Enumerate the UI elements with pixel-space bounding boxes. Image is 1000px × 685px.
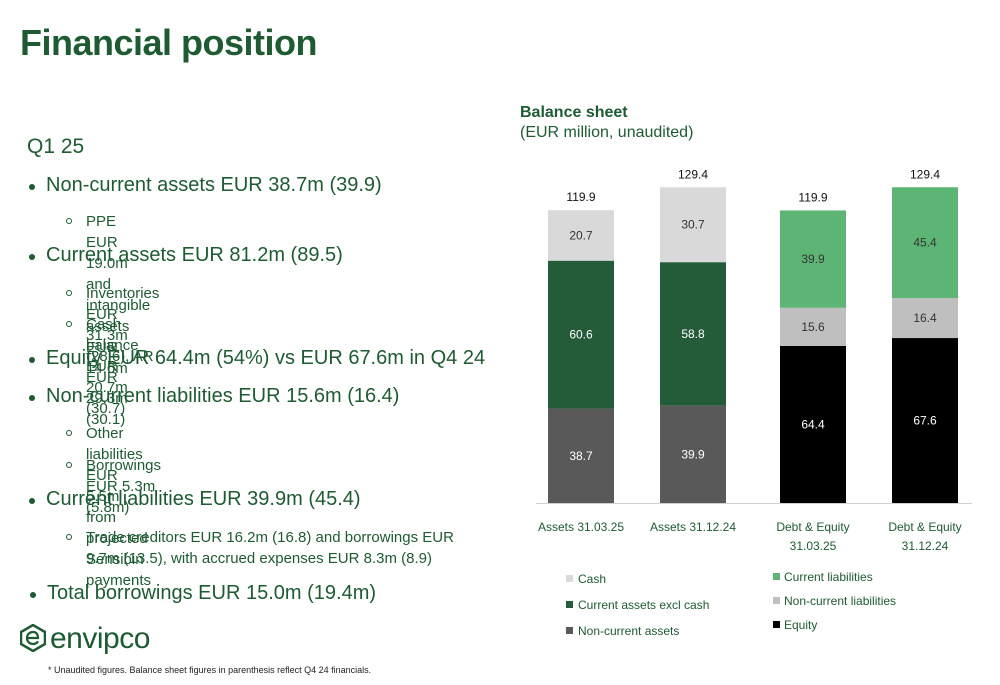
bullet-icon — [29, 254, 35, 260]
bullet-icon — [29, 357, 35, 363]
bar-value-label: 67.6 — [913, 414, 937, 428]
bar-total-label: 129.4 — [910, 167, 940, 181]
bullet-icon — [29, 395, 35, 401]
legend-label: Non-current liabilities — [784, 594, 896, 608]
bullet-item: Current assets EUR 81.2m (89.5) — [29, 244, 343, 267]
legend-label: Current liabilities — [784, 570, 873, 584]
bar-value-label: 60.6 — [569, 328, 593, 342]
bullet-item: Current liabilities EUR 39.9m (45.4) — [29, 488, 361, 511]
bar-value-label: 16.4 — [913, 311, 937, 325]
sub-bullet-item: Trade creditors EUR 16.2m (16.8) and bor… — [66, 527, 486, 569]
bar-total-label: 119.9 — [798, 190, 827, 204]
sub-bullet-item: PPE EUR 19.0m and intangible assets EUR … — [66, 211, 151, 379]
bullet-item: Equity EUR 64.4m (54%) vs EUR 67.6m in Q… — [29, 347, 486, 370]
bullet-item: Total borrowings EUR 15.0m (19.4m) — [30, 582, 377, 605]
sub-bullet-icon — [66, 321, 72, 327]
bullet-text: Total borrowings EUR 15.0m (19.4m) — [47, 582, 377, 604]
bar-value-label: 45.4 — [913, 236, 937, 250]
category-label: 31.12.24 — [902, 539, 949, 553]
sub-bullet-item: Cash balance EUR 20.7m (30.7) — [66, 314, 139, 419]
legend-label: Equity — [784, 618, 817, 632]
bar-total-label: 129.4 — [678, 167, 708, 181]
category-label: Assets 31.03.25 — [538, 520, 624, 534]
sub-bullet-item: Inventories EUR 31.3m (28.6), AR EUR 29.… — [66, 283, 160, 430]
bar-segment — [780, 345, 846, 503]
bullet-text: Non-current assets EUR 38.7m (39.9) — [46, 174, 382, 196]
bar-value-label: 58.8 — [681, 327, 705, 341]
footnote: * Unaudited figures. Balance sheet figur… — [48, 665, 372, 675]
sub-bullet-text: Inventories EUR 31.3m (28.6), AR EUR 29.… — [86, 285, 160, 428]
bar-value-label: 15.6 — [801, 320, 825, 334]
sub-bullet-text: PPE EUR 19.0m and intangible assets EUR … — [86, 213, 151, 377]
bar-segment — [780, 307, 846, 346]
legend-swatch — [773, 621, 780, 628]
bar-segment — [892, 187, 958, 299]
bullet-icon — [30, 592, 36, 598]
bar-segment — [780, 210, 846, 308]
bar-segment — [660, 405, 726, 503]
legend-swatch — [566, 601, 573, 608]
bar-value-label: 30.7 — [681, 218, 705, 232]
bar-segment — [548, 260, 614, 409]
legend-label: Cash — [578, 572, 606, 586]
bar-value-label: 39.9 — [681, 447, 705, 461]
bar-segment — [548, 408, 614, 503]
page-title: Financial position — [20, 22, 318, 63]
sub-bullet-icon — [66, 462, 72, 468]
legend-swatch — [566, 575, 573, 582]
bullet-item: Non-current assets EUR 38.7m (39.9) — [29, 174, 382, 197]
bullet-icon — [29, 184, 35, 190]
sub-bullet-item: Other liabilities EUR 5.5m from projecte… — [66, 423, 152, 591]
chart-title: Balance sheet — [520, 104, 628, 121]
sub-bullet-icon — [66, 290, 72, 296]
legend-label: Current assets excl cash — [578, 598, 709, 612]
bar-segment — [892, 298, 958, 339]
sub-bullet-item: Borrowings EUR 5.3m (5.8m) — [66, 455, 162, 518]
bullet-text: Current assets EUR 81.2m (89.5) — [46, 244, 343, 266]
envipco-logo-icon — [20, 624, 46, 652]
bullet-text: Current liabilities EUR 39.9m (45.4) — [46, 488, 361, 510]
legend-swatch — [773, 597, 780, 604]
bullet-text: Equity EUR 64.4m (54%) vs EUR 67.6m in Q… — [46, 347, 486, 369]
category-label: Assets 31.12.24 — [650, 520, 736, 534]
sub-bullet-text: Cash balance EUR 20.7m (30.7) — [86, 316, 139, 417]
chart-subtitle: (EUR million, unaudited) — [520, 124, 694, 141]
category-label: Debt & Equity — [888, 520, 961, 534]
bar-segment — [892, 338, 958, 503]
period-heading: Q1 25 — [27, 135, 85, 158]
bullet-item: Non-current liabilities EUR 15.6m (16.4) — [29, 385, 400, 408]
logo-text: envipco — [50, 622, 150, 655]
bar-value-label: 64.4 — [801, 417, 825, 431]
category-label: 31.03.25 — [790, 539, 837, 553]
bullet-icon — [29, 498, 35, 504]
bar-value-label: 20.7 — [569, 228, 593, 242]
legend-label: Non-current assets — [578, 624, 679, 638]
bar-segment — [548, 210, 614, 261]
bar-segment — [660, 262, 726, 406]
sub-bullet-icon — [66, 430, 72, 436]
sub-bullet-text: Other liabilities EUR 5.5m from projecte… — [86, 425, 152, 589]
legend-swatch — [773, 573, 780, 580]
bar-total-label: 119.9 — [566, 190, 595, 204]
bar-value-label: 38.7 — [569, 449, 593, 463]
sub-bullet-text: Borrowings EUR 5.3m (5.8m) — [86, 457, 162, 516]
category-label: Debt & Equity — [776, 520, 849, 534]
bullet-text: Non-current liabilities EUR 15.6m (16.4) — [46, 385, 400, 407]
legend-swatch — [566, 627, 573, 634]
sub-bullet-icon — [66, 218, 72, 224]
sub-bullet-icon — [66, 534, 72, 540]
bar-segment — [660, 187, 726, 263]
sub-bullet-text: Trade creditors EUR 16.2m (16.8) and bor… — [86, 529, 454, 567]
bar-value-label: 39.9 — [801, 252, 825, 266]
